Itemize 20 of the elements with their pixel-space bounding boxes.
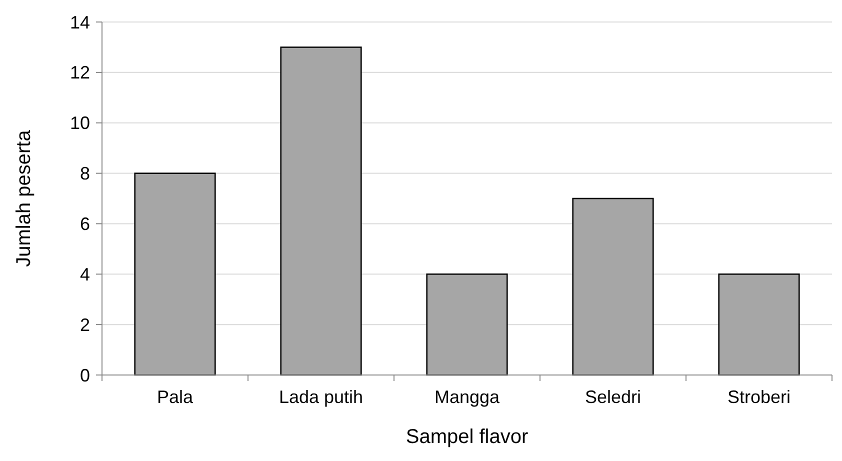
x-tick-label: Lada putih — [278, 387, 364, 407]
y-tick-label: 2 — [80, 314, 90, 335]
y-axis-title: Jumlah peserta — [13, 129, 35, 267]
bar — [718, 273, 800, 376]
y-tick-label: 10 — [70, 113, 90, 134]
y-tick-label: 8 — [80, 164, 90, 184]
y-tick-label: 0 — [80, 365, 90, 386]
x-tick-label: Pala — [156, 387, 194, 407]
y-tick-label: 6 — [80, 214, 90, 234]
y-tick-label: 4 — [80, 264, 90, 284]
y-tick-label: 14 — [70, 12, 90, 32]
bar — [134, 172, 216, 376]
x-tick-label: Seledri — [584, 387, 642, 407]
x-axis-title: Sampel flavor — [406, 426, 528, 448]
bar — [426, 273, 508, 376]
bar — [280, 46, 362, 376]
x-tick-label: Mangga — [434, 387, 501, 407]
bar — [572, 198, 654, 376]
x-tick-label: Stroberi — [727, 387, 791, 407]
y-tick-label: 12 — [70, 62, 90, 83]
